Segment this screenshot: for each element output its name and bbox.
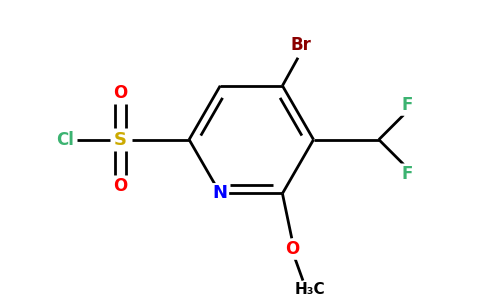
Text: Br: Br — [291, 36, 312, 54]
Text: O: O — [285, 241, 299, 259]
Text: S: S — [114, 130, 127, 148]
Text: N: N — [213, 184, 228, 202]
Text: O: O — [114, 177, 128, 195]
Text: Cl: Cl — [56, 130, 74, 148]
Text: H₃C: H₃C — [295, 282, 326, 297]
Text: F: F — [401, 96, 412, 114]
Text: O: O — [114, 84, 128, 102]
Text: F: F — [401, 165, 412, 183]
